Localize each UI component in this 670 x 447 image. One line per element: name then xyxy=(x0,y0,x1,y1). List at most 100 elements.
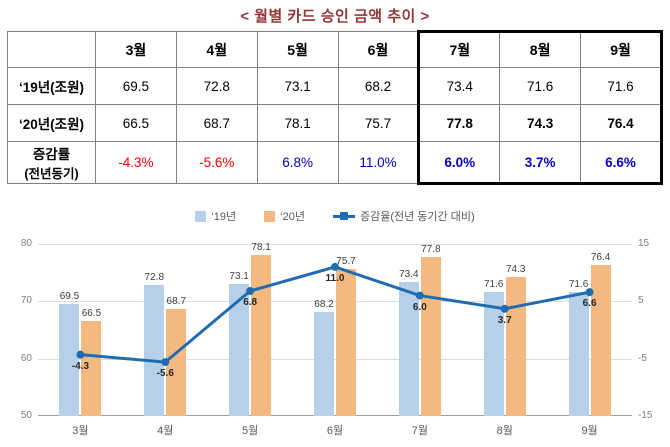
bar-2020 xyxy=(251,254,272,416)
left-axis-tick: 60 xyxy=(20,352,32,364)
bar-2019 xyxy=(398,281,419,416)
bar-2019 xyxy=(568,292,589,416)
value-cell: 74.3 xyxy=(499,104,582,142)
growth-point-marker xyxy=(500,304,509,313)
x-axis-label: 7월 xyxy=(411,425,428,437)
right-axis-tick: -5 xyxy=(638,352,647,364)
right-axis-tick: 15 xyxy=(638,238,650,249)
plot-area: 69.5 66.5 72.8 68.7 73.1 78.1 68.2 75.7 73.4 77.8… xyxy=(38,241,632,416)
right-axis-tick: 5 xyxy=(638,295,644,307)
bar-value-label: 68.2 xyxy=(314,298,334,310)
left-axis-tick: 50 xyxy=(20,410,32,421)
bar-value-label: 66.5 xyxy=(81,308,102,320)
value-cell: 68.2 xyxy=(337,67,420,105)
gridline xyxy=(38,415,632,416)
bar-2020 xyxy=(505,276,526,416)
chart-section: ‘19년 ‘20년 증감율(전년 동기간 대비) 80 70 60 50 15 5 -5 -… xyxy=(0,198,670,447)
value-cell: 11.0% xyxy=(337,141,420,184)
row-label-line1: 증감률 xyxy=(32,147,71,162)
bar-value-label: 71.6 xyxy=(483,279,504,291)
legend-item-2019: ‘19년 xyxy=(195,208,236,224)
bar-2020 xyxy=(81,321,102,416)
table-header-row: 3월 4월 5월 6월 7월 8월 9월 xyxy=(7,30,663,68)
x-axis-label: 9월 xyxy=(581,425,598,437)
bar-value-label: 71.6 xyxy=(568,279,589,291)
growth-point-marker xyxy=(76,350,85,359)
legend-line-dot-icon xyxy=(339,212,348,220)
right-axis: 15 5 -5 -15 xyxy=(636,238,664,421)
value-cell: 66.5 xyxy=(95,104,177,142)
legend-swatch-2020-icon xyxy=(264,210,276,222)
bar-2019 xyxy=(59,304,80,416)
value-cell: -5.6% xyxy=(175,141,258,184)
value-cell: 73.1 xyxy=(256,67,339,105)
month-header-highlight: 8월 xyxy=(499,30,582,68)
x-axis-label: 8월 xyxy=(496,425,513,437)
growth-value-label: 11.0 xyxy=(325,272,345,284)
x-axis-label: 5월 xyxy=(242,425,259,437)
legend-item-2020: ‘20년 xyxy=(264,208,305,224)
month-header: 5월 xyxy=(256,31,339,68)
month-header-highlight: 9월 xyxy=(580,30,663,68)
growth-value-label: -5.6 xyxy=(156,368,174,380)
growth-point-marker xyxy=(585,288,594,297)
legend-item-growth: 증감율(전년 동기간 대비) xyxy=(332,208,475,224)
bar-value-label: 73.4 xyxy=(399,268,419,280)
bar-value-label: 73.1 xyxy=(229,270,249,282)
bar-value-label: 78.1 xyxy=(251,241,271,253)
left-axis: 80 70 60 50 xyxy=(4,238,34,421)
corner-cell xyxy=(7,31,96,68)
growth-value-label: -4.3 xyxy=(71,360,90,372)
value-cell: 69.5 xyxy=(95,67,177,105)
value-cell: 76.4 xyxy=(580,104,663,142)
value-cell: 6.0% xyxy=(417,141,501,185)
right-axis-tick: -15 xyxy=(638,410,653,421)
value-cell: 68.7 xyxy=(175,104,258,142)
growth-value-label: 6.0 xyxy=(412,301,427,313)
x-axis-label: 4월 xyxy=(157,425,174,437)
month-header: 3월 xyxy=(95,31,177,68)
row-label-line2: (전년동기) xyxy=(24,167,79,181)
value-cell: 6.6% xyxy=(580,141,663,185)
growth-point-marker xyxy=(246,287,255,296)
bar-2019 xyxy=(144,285,165,416)
value-cell: 77.8 xyxy=(417,104,501,142)
value-cell: 3.7% xyxy=(499,141,582,185)
growth-point-marker xyxy=(331,262,339,271)
growth-value-label: 6.6 xyxy=(582,298,597,310)
bar-2020 xyxy=(336,268,356,416)
left-axis-tick: 70 xyxy=(20,295,32,307)
row-label: 증감률 (전년동기) xyxy=(7,141,96,184)
gridline xyxy=(38,301,632,303)
bar-2019 xyxy=(314,311,334,416)
bar-value-label: 68.7 xyxy=(166,295,187,307)
bar-2020 xyxy=(166,308,187,416)
chart-legend: ‘19년 ‘20년 증감율(전년 동기간 대비) xyxy=(0,208,670,224)
value-cell: 78.1 xyxy=(256,104,339,142)
growth-point-marker xyxy=(161,358,170,367)
bar-value-label: 76.4 xyxy=(590,251,611,263)
growth-point-marker xyxy=(415,291,424,300)
growth-line-svg xyxy=(76,262,594,367)
month-header: 6월 xyxy=(337,31,420,68)
legend-label-2020: ‘20년 xyxy=(280,211,305,223)
legend-swatch-2019-icon xyxy=(195,210,207,222)
bar-value-label: 77.8 xyxy=(421,243,441,255)
value-cell: -4.3% xyxy=(95,141,177,184)
monthly-card-table: 3월 4월 5월 6월 7월 8월 9월 ‘19년(조원) 69.5 72.8 … xyxy=(7,30,663,185)
row-label: ‘19년(조원) xyxy=(7,67,96,105)
value-cell: 71.6 xyxy=(580,67,663,105)
bar-2019 xyxy=(483,292,504,416)
row-label: ‘20년(조원) xyxy=(7,104,96,142)
value-cell: 6.8% xyxy=(256,141,339,184)
x-axis-label: 3월 xyxy=(72,425,89,437)
x-axis: 3월 4월 5월 6월 7월 8월 9월 xyxy=(38,422,632,440)
value-cell: 73.4 xyxy=(417,67,501,105)
value-cell: 71.6 xyxy=(499,67,582,105)
gridline xyxy=(38,358,632,360)
growth-value-label: 3.7 xyxy=(497,314,512,326)
month-header-highlight: 7월 xyxy=(417,30,501,68)
value-cell: 72.8 xyxy=(175,67,258,105)
bar-value-label: 75.7 xyxy=(336,255,356,267)
